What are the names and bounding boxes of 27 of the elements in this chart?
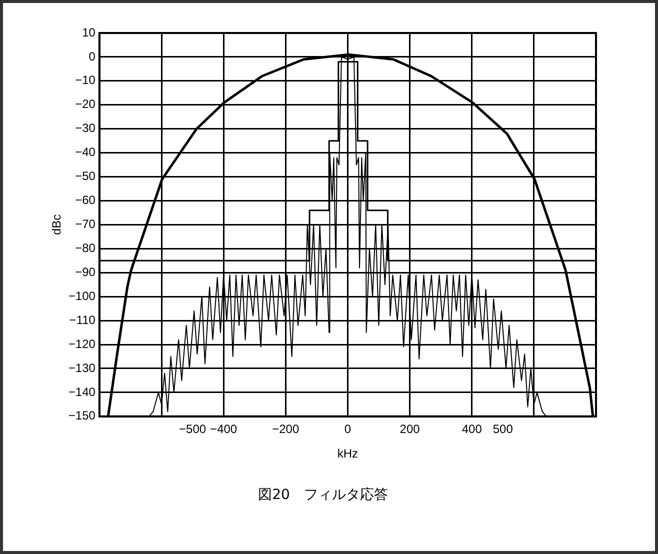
y-tick-label: 10 [82,25,96,40]
y-tick-label: −40 [75,145,96,160]
y-tick-label: −110 [69,312,96,327]
x-tick-label: 0 [344,422,352,436]
y-tick-label: −30 [75,121,96,136]
y-tick-label: −130 [68,360,96,375]
y-tick-label: −70 [75,217,96,232]
y-axis-title: dBc [50,214,64,236]
y-tick-label: −100 [68,288,96,303]
x-tick-label: 500 [492,422,514,436]
y-tick-label: −20 [75,97,96,112]
x-tick-label: −200 [272,422,300,436]
text: 図20 フィルタ応答 [258,487,388,504]
x-tick-label: 200 [400,422,420,436]
y-tick-label: −60 [75,193,96,208]
y-tick-label: −150 [68,408,96,423]
y-tick-label: −90 [75,264,96,279]
x-axis-title: kHz [337,446,358,460]
x-tick-label: 400 [462,422,482,436]
x-tick-label: −500 [179,422,206,436]
x-tick-label: −400 [210,422,238,436]
y-tick-label: −50 [75,169,96,184]
y-tick-label: −140 [68,384,96,399]
y-tick-label: −120 [68,336,96,351]
y-tick-label: −10 [75,73,96,88]
y-tick-label: 0 [88,49,96,64]
y-tick-label: −80 [75,240,96,255]
